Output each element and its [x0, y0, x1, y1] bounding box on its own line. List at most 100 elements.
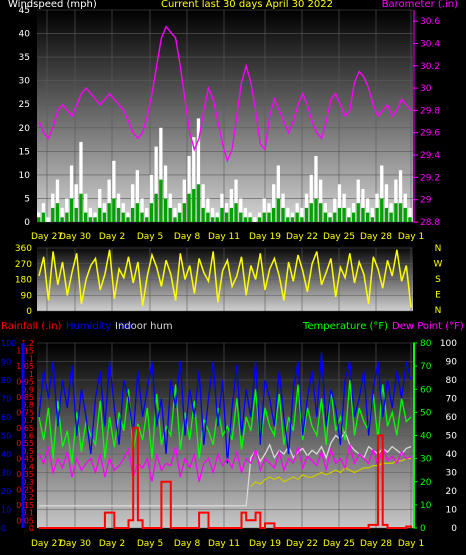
windspeed-bar	[370, 207, 374, 222]
gust-bar	[314, 198, 318, 222]
gust-bar	[323, 212, 327, 222]
gust-bar	[149, 203, 154, 222]
windspeed-bar	[210, 207, 215, 222]
gust-bar	[145, 217, 149, 222]
humidity-tick-label: 10	[1, 506, 11, 515]
rain-tick-label: 0.5	[21, 447, 34, 456]
direction-tick-label: 270	[15, 260, 32, 270]
wind-tick-label: 35	[19, 53, 30, 63]
windspeed-bar	[74, 184, 78, 222]
rain-tick-label: 0.95	[16, 378, 34, 387]
windspeed-bar	[131, 184, 135, 222]
gust-bar	[135, 203, 139, 222]
gust-bar	[243, 217, 248, 222]
windspeed-bar	[88, 207, 92, 222]
wind-tick-label: 30	[19, 77, 31, 87]
gust-bar	[286, 217, 290, 222]
windspeed-bar	[192, 137, 196, 222]
windspeed-bar	[196, 118, 201, 222]
rain-tick-label: 0.65	[16, 424, 34, 433]
x-tick-label: Day 2	[99, 232, 125, 242]
windspeed-bar	[84, 193, 88, 222]
temperature-tick-label: 30	[420, 455, 432, 465]
wind-tick-label: 20	[19, 124, 31, 134]
dewpoint-tick-label: 50	[446, 432, 458, 442]
barometer-tick-label: 30.6	[420, 17, 440, 27]
temperature-tick-label: 80	[420, 339, 432, 349]
dewpoint-tick-label: 80	[446, 376, 458, 386]
rain-tick-label: 0.45	[16, 455, 34, 464]
compass-label: N	[435, 306, 442, 316]
gust-bar	[267, 212, 271, 222]
windspeed-bar	[173, 207, 177, 222]
wind-tick-label: 0	[24, 218, 30, 228]
gust-bar	[300, 217, 304, 222]
barometer-tick-label: 30.2	[420, 62, 440, 72]
gust-bar	[65, 212, 69, 222]
gust-bar	[178, 212, 182, 222]
windspeed-bar	[182, 179, 186, 222]
gust-bar	[403, 207, 407, 222]
wind-tick-label: 5	[24, 194, 30, 204]
rainfall-step-line	[39, 426, 412, 529]
windspeed-bar	[342, 193, 346, 222]
windspeed-bar	[361, 189, 365, 222]
gust-bar	[333, 212, 337, 222]
direction-tick-label: 0	[26, 307, 32, 317]
gust-bar	[102, 212, 107, 222]
rainfall-axis-title: Rainfall (.in)	[1, 321, 62, 332]
humidity-tick-label: 0	[1, 524, 6, 533]
gust-bar	[225, 212, 229, 222]
windspeed-bar	[187, 156, 191, 222]
windspeed-bar	[112, 160, 116, 222]
gust-bar	[79, 193, 83, 222]
x-tick-label: Day 2	[99, 539, 125, 549]
gust-bar	[163, 198, 168, 222]
gust-bar	[295, 212, 299, 222]
windspeed-bar	[60, 207, 64, 222]
gust-bar	[319, 203, 323, 222]
dewpoint-tick-label: 10	[446, 506, 458, 516]
gust-bar	[69, 198, 74, 222]
temperature-tick-label: 60	[420, 385, 432, 395]
windspeed-bar	[333, 198, 337, 222]
barometer-tick-label: 29	[420, 196, 432, 206]
windspeed-bar	[276, 165, 280, 222]
temperature-tick-label: 0	[420, 524, 426, 534]
humidity-tick-label: 30	[1, 469, 11, 478]
gust-bar	[394, 203, 398, 222]
windspeed-bar	[79, 141, 83, 222]
gust-bar	[196, 184, 201, 222]
gust-bar	[159, 179, 163, 222]
rain-tick-label: 0.55	[16, 439, 34, 448]
windspeed-bar	[356, 179, 360, 222]
rain-tick-label: 0.25	[16, 485, 34, 494]
gust-bar	[37, 217, 41, 222]
wind-baro-labels: 0 5 10 15 20 25 30 35 40 45 28.8 29 29.2 29.4 29.6 29.8…	[19, 6, 441, 242]
x-tick-label: Day 19	[249, 232, 281, 242]
rain-tick-label: 0.2	[21, 493, 34, 502]
gust-bar	[182, 203, 186, 222]
barometer-tick-label: 28.8	[420, 218, 440, 228]
gust-bar	[408, 217, 412, 222]
x-tick-label: Day 27	[31, 539, 63, 549]
windspeed-bar	[69, 165, 74, 222]
gust-bar	[356, 203, 360, 222]
temp-hum-labels: 010203040506070809010000.050.10.150.20.2…	[1, 339, 457, 549]
gust-bar	[210, 217, 215, 222]
x-tick-label: Day 22	[286, 232, 318, 242]
wind-tick-label: 15	[19, 147, 30, 157]
windspeed-bar	[168, 193, 172, 222]
dewpoint-tick-label: 0	[451, 524, 457, 534]
barometer-tick-label: 29.6	[420, 129, 440, 139]
rain-tick-label: 0.9	[21, 385, 34, 394]
barometer-tick-label: 29.2	[420, 173, 440, 183]
windspeed-bar	[51, 193, 55, 222]
gust-bar	[173, 217, 177, 222]
windspeed-bar	[65, 198, 69, 222]
gust-bar	[220, 207, 224, 222]
compass-label: N	[435, 244, 442, 254]
x-tick-label: Day 28	[360, 232, 392, 242]
windspeed-bar	[375, 193, 379, 222]
